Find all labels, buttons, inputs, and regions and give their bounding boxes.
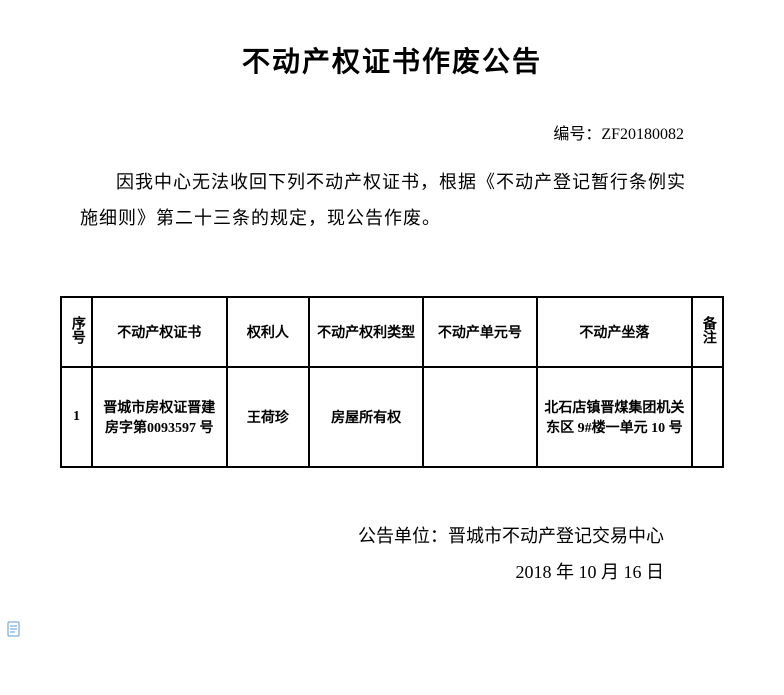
col-holder-header: 权利人 — [227, 297, 310, 367]
footer-org-label: 公告单位： — [358, 526, 448, 546]
table-row: 1 晋城市房权证晋建房字第0093597 号 王荷珍 房屋所有权 北石店镇晋煤集… — [61, 367, 723, 467]
col-cert-header: 不动产权证书 — [92, 297, 226, 367]
body-paragraph: 因我中心无法收回下列不动产权证书，根据《不动产登记暂行条例实施细则》第二十三条的… — [60, 164, 724, 236]
cell-location: 北石店镇晋煤集团机关东区 9#楼一单元 10 号 — [537, 367, 692, 467]
footer-org-line: 公告单位：晋城市不动产登记交易中心 — [60, 518, 664, 554]
cell-holder: 王荷珍 — [227, 367, 310, 467]
cell-unit — [423, 367, 537, 467]
reference-line: 编号：ZF20180082 — [60, 120, 724, 144]
cell-type: 房屋所有权 — [309, 367, 423, 467]
table-header-row: 序号 不动产权证书 权利人 不动产权利类型 不动产单元号 不动产坐落 备注 — [61, 297, 723, 367]
cell-seq: 1 — [61, 367, 92, 467]
announcement-document: 不动产权证书作废公告 编号：ZF20180082 因我中心无法收回下列不动产权证… — [0, 0, 784, 630]
col-seq-header: 序号 — [61, 297, 92, 367]
document-icon — [6, 621, 22, 637]
col-type-header: 不动产权利类型 — [309, 297, 423, 367]
ref-label: 编号： — [553, 126, 601, 143]
cell-cert: 晋城市房权证晋建房字第0093597 号 — [92, 367, 226, 467]
footer: 公告单位：晋城市不动产登记交易中心 2018 年 10 月 16 日 — [60, 518, 724, 590]
col-unit-header: 不动产单元号 — [423, 297, 537, 367]
cert-table: 序号 不动产权证书 权利人 不动产权利类型 不动产单元号 不动产坐落 备注 1 … — [60, 296, 724, 468]
col-note-header: 备注 — [692, 297, 723, 367]
cell-note — [692, 367, 723, 467]
col-loc-header: 不动产坐落 — [537, 297, 692, 367]
footer-date: 2018 年 10 月 16 日 — [60, 554, 664, 590]
footer-org-name: 晋城市不动产登记交易中心 — [448, 526, 664, 546]
page-title: 不动产权证书作废公告 — [60, 40, 724, 80]
ref-number: ZF20180082 — [601, 126, 684, 143]
